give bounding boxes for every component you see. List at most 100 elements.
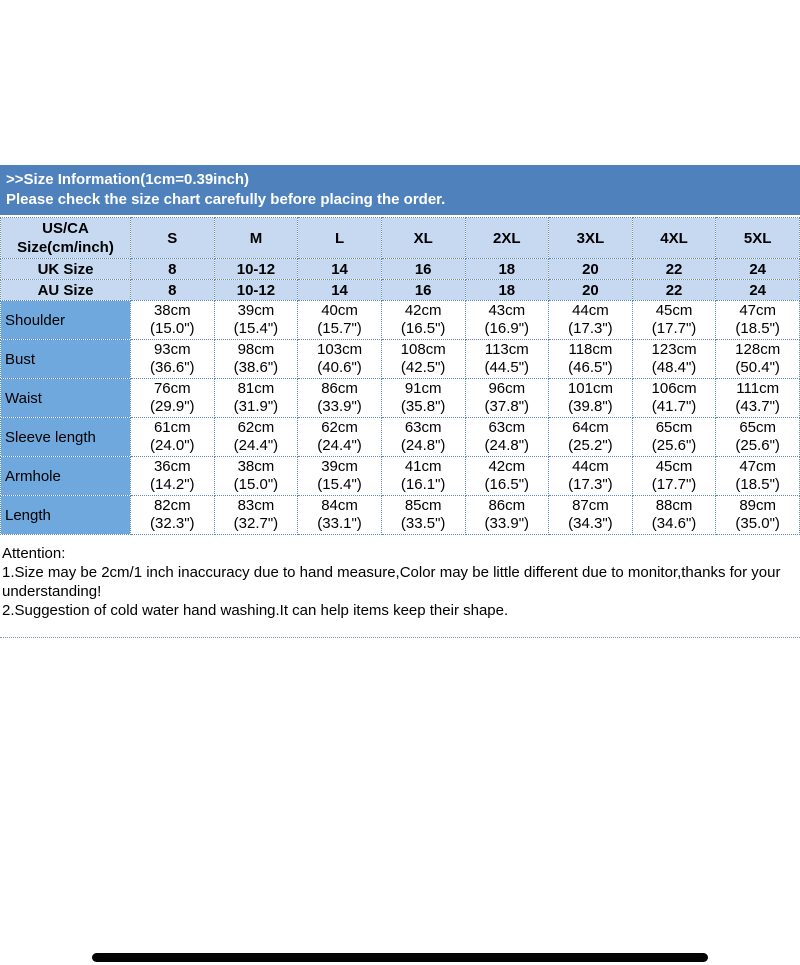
measurement-row: Length 82cm (32.3") 83cm (32.7") 84cm (33.1") 8… [0,495,800,535]
measurement-row: Armhole 36cm (14.2") 38cm (15.0") 39cm (15.4")… [0,456,800,496]
intl-size-row: UK Size 8 10-12 14 16 18 20 22 24 [0,258,800,280]
measurement-value: 62cm (24.4") [297,417,382,457]
measurement-value: 81cm (31.9") [213,378,299,418]
measurement-label: Length [0,495,131,535]
intl-size-value: 20 [548,258,633,280]
measurement-value: 111cm (43.7") [715,378,800,418]
measurement-value: 63cm (24.8") [380,417,466,457]
measurement-value: 45cm (17.7") [631,300,717,340]
measurement-value: 106cm (41.7") [631,378,717,418]
measurement-value: 98cm (38.6") [213,339,299,379]
intl-size-value: 20 [548,279,633,301]
intl-size-value: 14 [297,279,382,301]
intl-size-value: 8 [130,258,215,280]
measurement-value: 38cm (15.0") [213,456,299,496]
size-column-header: 5XL [715,217,800,259]
intl-size-label: UK Size [0,258,131,280]
size-column-header: S [130,217,215,259]
intl-size-label: AU Size [0,279,131,301]
measurement-value: 47cm (18.5") [715,456,800,496]
size-column-header: XL [380,217,466,259]
measurement-value: 47cm (18.5") [715,300,800,340]
intl-size-row: AU Size 8 10-12 14 16 18 20 22 24 [0,279,800,301]
measurement-value: 38cm (15.0") [130,300,215,340]
intl-size-value: 8 [130,279,215,301]
measurement-value: 88cm (34.6") [631,495,717,535]
size-info-banner: >>Size Information(1cm=0.39inch) Please … [0,165,800,215]
intl-size-value: 16 [380,279,466,301]
measurement-value: 45cm (17.7") [631,456,717,496]
measurement-value: 113cm (44.5") [464,339,550,379]
measurement-value: 82cm (32.3") [130,495,215,535]
measurement-value: 87cm (34.3") [548,495,633,535]
measurement-row: Sleeve length 61cm (24.0") 62cm (24.4") 62cm(… [0,417,800,457]
measurement-value: 42cm (16.5") [380,300,466,340]
measurement-value: 43cm (16.9") [464,300,550,340]
measurement-row: Waist 76cm (29.9") 81cm (31.9") 86cm (33.9") 91… [0,378,800,418]
intl-size-value: 10-12 [213,279,299,301]
intl-size-value: 16 [380,258,466,280]
measurement-value: 36cm (14.2") [130,456,215,496]
corner-header: US/CA Size(cm/inch) [0,217,131,259]
measurement-value: 41cm (16.1") [380,456,466,496]
measurement-value: 118cm (46.5") [548,339,633,379]
measurement-value: 44cm (17.3") [548,456,633,496]
measurement-value: 93cm (36.6") [130,339,215,379]
measurement-value: 61cm (24.0") [130,417,215,457]
intl-size-value: 18 [464,258,550,280]
measurement-value: 101cm (39.8") [548,378,633,418]
attention-section: Attention: 1.Size may be 2cm/1 inch inac… [0,544,800,620]
attention-note-1: 1.Size may be 2cm/1 inch inaccuracy due … [2,564,781,600]
size-table-body: US/CA Size(cm/inch) S M L XL 2XL 3XL 4XL 5XL UK Si… [0,217,800,535]
measurement-value: 89cm (35.0") [715,495,800,535]
measurement-value: 40cm (15.7") [297,300,382,340]
measurement-value: 86cm (33.9") [297,378,382,418]
measurement-value: 96cm (37.8") [464,378,550,418]
measurement-label: Sleeve length [0,417,131,457]
intl-size-value: 14 [297,258,382,280]
measurement-value: 76cm (29.9") [130,378,215,418]
measurement-value: 42cm (16.5") [464,456,550,496]
measurement-label: Shoulder [0,300,131,340]
size-column-header: 2XL [464,217,550,259]
banner-title: >>Size Information(1cm=0.39inch) [6,171,249,188]
measurement-value: 108cm (42.5") [380,339,466,379]
attention-title: Attention: [2,545,66,562]
measurement-value: 123cm (48.4") [631,339,717,379]
measurement-value: 85cm (33.5") [380,495,466,535]
measurement-value: 65cm (25.6") [715,417,800,457]
measurement-value: 63cm (24.8") [464,417,550,457]
measurement-value: 84cm (33.1") [297,495,382,535]
bottom-bar [92,953,708,962]
intl-size-value: 18 [464,279,550,301]
measurement-value: 86cm (33.9") [464,495,550,535]
size-table: US/CA Size(cm/inch) S M L XL 2XL 3XL 4XL 5XL UK Si… [0,217,800,535]
size-column-header: 4XL [631,217,717,259]
intl-size-value: 22 [631,279,717,301]
measurement-value: 62cm (24.4") [213,417,299,457]
measurement-label: Bust [0,339,131,379]
measurement-row: Shoulder 38cm (15.0") 39cm (15.4") 40cm (15.7"… [0,300,800,340]
intl-size-value: 10-12 [213,258,299,280]
measurement-value: 39cm (15.4") [213,300,299,340]
measurement-value: 103cm (40.6") [297,339,382,379]
measurement-row: Bust 93cm (36.6") 98cm (38.6") 103cm (40.6") 10… [0,339,800,379]
size-column-header: M [213,217,299,259]
measurement-value: 64cm (25.2") [548,417,633,457]
intl-size-value: 22 [631,258,717,280]
banner-subtitle: Please check the size chart carefully be… [6,191,446,208]
measurement-value: 65cm (25.6") [631,417,717,457]
measurement-value: 128cm (50.4") [715,339,800,379]
measurement-value: 83cm (32.7") [213,495,299,535]
intl-size-value: 24 [715,279,800,301]
measurement-value: 39cm (15.4") [297,456,382,496]
attention-note-2: 2.Suggestion of cold water hand washing.… [2,602,509,619]
size-column-header: L [297,217,382,259]
size-column-header: 3XL [548,217,633,259]
size-header-row: US/CA Size(cm/inch) S M L XL 2XL 3XL 4XL 5XL [0,217,800,259]
measurement-value: 44cm (17.3") [548,300,633,340]
dotted-divider [0,637,800,638]
intl-size-value: 24 [715,258,800,280]
measurement-label: Waist [0,378,131,418]
measurement-label: Armhole [0,456,131,496]
